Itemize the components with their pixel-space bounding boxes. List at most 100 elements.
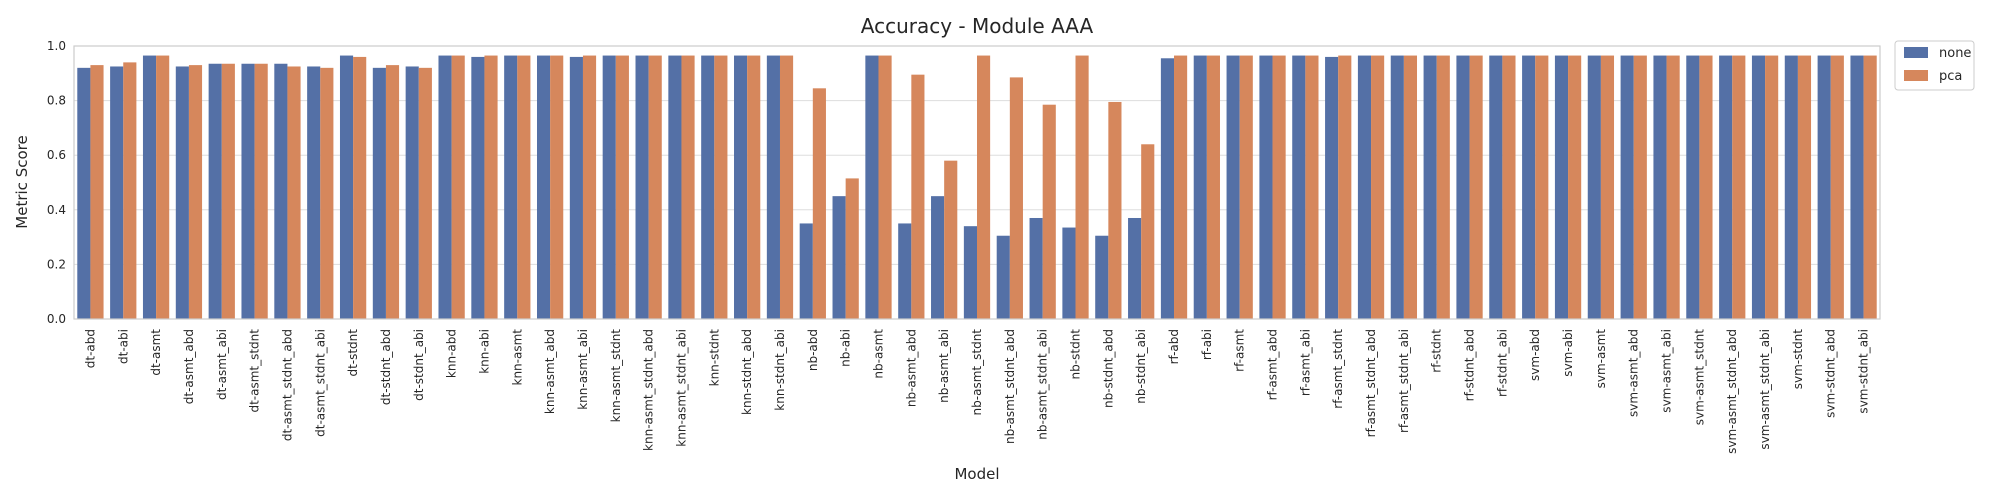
bar-none-svm-asmt_abd: [1620, 55, 1634, 320]
x-tick-label: rf-abd: [1167, 329, 1181, 364]
x-tick-label: svm-asmt_stdnt: [1692, 329, 1706, 426]
bar-none-nb-asmt: [865, 55, 879, 320]
bar-pca-dt-asmt_stdnt_abd: [287, 66, 301, 319]
bar-pca-svm-asmt_abd: [1633, 55, 1647, 320]
x-tick-label: nb-asmt: [871, 329, 885, 379]
plot-frame: [73, 45, 1881, 320]
x-tick-label: dt-stdnt_abi: [412, 329, 426, 401]
x-tick-labels: dt-abd dt-abi dt-asmt dt-asmt_abd dt-asmt_ab…: [83, 329, 1870, 454]
bar-pca-svm-asmt_stdnt_abi: [1765, 55, 1779, 320]
bar-none-svm-abd: [1522, 55, 1536, 320]
bar-pca-rf-asmt: [1239, 55, 1253, 320]
legend-label-none: none: [1939, 46, 1971, 61]
y-tick-labels: 0.0 0.2 0.4 0.6 0.8 1.0: [47, 39, 66, 326]
x-tick-label: nb-asmt_abi: [937, 329, 951, 403]
bar-pca-dt-stdnt_abd: [385, 65, 400, 319]
bar-none-svm-asmt_abi: [1653, 55, 1667, 320]
x-tick-label: dt-asmt_stdnt_abi: [313, 329, 327, 437]
x-tick-label: knn-abd: [445, 329, 459, 378]
bar-pca-nb-asmt: [878, 55, 892, 320]
x-tick-label: knn-asmt_stdnt_abi: [674, 329, 688, 447]
x-tick-label: knn-asmt_abi: [576, 329, 590, 410]
legend-label-pca: pca: [1939, 69, 1962, 84]
bar-none-svm-stdnt_abd: [1817, 55, 1831, 320]
x-tick-label: dt-asmt_abd: [182, 329, 196, 404]
bar-pca-rf-stdnt_abd: [1469, 55, 1483, 320]
bar-pca-svm-asmt_abi: [1666, 55, 1680, 320]
x-tick-label: svm-asmt_abd: [1627, 329, 1641, 417]
x-tick-label: rf-asmt_abd: [1266, 329, 1280, 400]
bar-pca-svm-stdnt_abd: [1830, 55, 1844, 320]
x-tick-label: svm-stdnt_abd: [1824, 329, 1838, 418]
bar-none-nb-stdnt_abd: [1095, 235, 1109, 319]
y-tick-label: 0.4: [47, 203, 66, 217]
y-tick-label: 0.0: [47, 312, 66, 326]
bar-pca-knn-asmt_stdnt_abd: [648, 55, 662, 320]
bar-pca-knn-stdnt_abi: [779, 55, 794, 320]
bar-none-rf-asmt_stdnt: [1325, 56, 1339, 320]
bars: [77, 55, 1877, 320]
bar-pca-nb-asmt_stdnt: [977, 55, 991, 320]
bar-pca-knn-abi: [484, 55, 498, 320]
legend-swatch-none: [1904, 47, 1928, 58]
x-tick-label: svm-asmt_stdnt_abd: [1725, 329, 1739, 454]
bar-none-svm-asmt_stdnt: [1686, 55, 1700, 320]
bar-none-nb-abi: [832, 196, 846, 319]
bar-pca-dt-abd: [90, 65, 104, 319]
bar-pca-nb-stdnt_abd: [1108, 101, 1122, 319]
x-tick-label: nb-stdnt_abi: [1134, 329, 1148, 404]
bar-pca-rf-asmt_abi: [1305, 55, 1319, 320]
bar-pca-nb-asmt_abi: [944, 160, 958, 319]
x-tick-label: dt-asmt_stdnt: [248, 329, 262, 413]
bar-pca-dt-asmt_abi: [221, 63, 235, 320]
bar-none-nb-stdnt: [1062, 227, 1076, 319]
x-tick-label: knn-stdnt: [707, 329, 721, 387]
chart-title: Accuracy - Module AAA: [861, 14, 1094, 38]
y-tick-label: 0.6: [47, 148, 66, 162]
bar-pca-rf-asmt_stdnt_abi: [1403, 55, 1418, 320]
x-tick-label: rf-asmt_stdnt: [1331, 329, 1345, 409]
bar-none-svm-asmt_stdnt_abi: [1751, 55, 1766, 320]
x-tick-label: svm-stdnt: [1791, 329, 1805, 390]
bar-none-dt-asmt_stdnt_abd: [274, 63, 288, 320]
bar-pca-svm-asmt: [1600, 55, 1615, 320]
x-tick-label: dt-stdnt: [346, 329, 360, 377]
x-tick-label: nb-asmt_stdnt: [970, 329, 984, 416]
x-tick-label: knn-stdnt_abd: [740, 329, 754, 415]
bar-none-rf-asmt_abi: [1292, 55, 1306, 320]
bar-none-nb-asmt_stdnt: [963, 226, 977, 319]
bar-pca-rf-stdnt: [1436, 55, 1450, 320]
x-tick-label: svm-abd: [1528, 329, 1542, 381]
bar-pca-svm-abi: [1568, 55, 1582, 320]
bar-none-svm-stdnt_abi: [1850, 55, 1864, 320]
bar-pca-svm-asmt_stdnt: [1699, 55, 1713, 320]
bar-none-dt-abi: [110, 66, 124, 319]
x-tick-label: nb-abi: [839, 329, 853, 367]
bar-none-dt-abd: [77, 67, 91, 319]
bar-none-rf-abd: [1160, 58, 1175, 319]
bar-none-svm-stdnt: [1784, 55, 1798, 320]
bar-pca-dt-asmt_stdnt_abi: [320, 67, 334, 319]
x-tick-label: dt-asmt_abi: [215, 329, 229, 400]
bar-pca-knn-asmt_abd: [550, 55, 564, 320]
bar-none-nb-asmt_abi: [931, 196, 945, 319]
legend-swatch-pca: [1904, 70, 1928, 81]
bar-none-dt-asmt: [142, 55, 157, 320]
bar-none-nb-asmt_stdnt_abd: [996, 235, 1010, 319]
x-tick-label: nb-asmt_stdnt_abi: [1036, 329, 1050, 440]
x-tick-label: rf-abi: [1200, 329, 1214, 360]
x-tick-label: rf-asmt_abi: [1298, 329, 1312, 396]
y-tick-label: 1.0: [47, 39, 66, 53]
bar-pca-nb-asmt_stdnt_abd: [1009, 77, 1023, 320]
x-tick-label: svm-asmt_stdnt_abi: [1758, 329, 1772, 450]
x-tick-label: rf-stdnt: [1430, 329, 1444, 373]
bar-pca-knn-asmt_stdnt_abi: [681, 55, 695, 320]
bar-pca-rf-asmt_abd: [1272, 55, 1286, 320]
bar-none-nb-abd: [799, 223, 813, 319]
y-axis-label: Metric Score: [13, 135, 31, 228]
bar-none-knn-asmt_abi: [569, 56, 583, 320]
x-tick-label: svm-asmt: [1594, 329, 1608, 389]
bar-none-svm-abi: [1554, 55, 1569, 320]
x-tick-label: knn-asmt: [510, 329, 524, 386]
